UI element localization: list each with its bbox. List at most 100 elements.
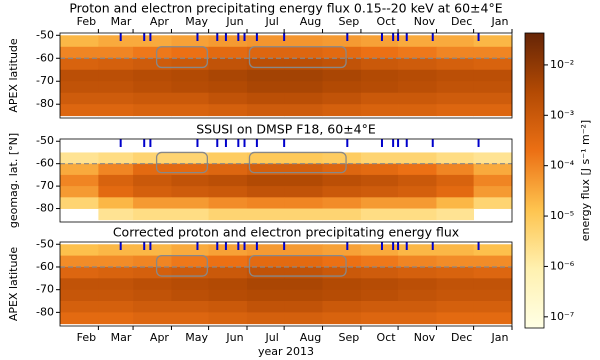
heatmap-cell	[436, 289, 475, 302]
heatmap-cell	[171, 174, 210, 187]
heatmap-cell	[473, 278, 513, 291]
heatmap-cell	[208, 255, 248, 268]
heatmap-cell	[246, 46, 285, 59]
heatmap-cell	[398, 197, 437, 209]
heatmap-cell	[284, 266, 323, 279]
heatmap-cell	[98, 58, 134, 71]
heatmap-cell	[398, 289, 437, 302]
x-tick-label: Apr	[150, 331, 170, 344]
heatmap-cell	[360, 58, 399, 71]
heatmap-cell	[398, 312, 437, 325]
heatmap-cell	[436, 301, 475, 313]
colorbar	[524, 32, 545, 329]
heatmap-cell	[436, 163, 475, 176]
heatmap-cell	[436, 244, 475, 257]
x-tick-label: Jul	[265, 15, 279, 28]
colorbar-tick-label: 10⁻⁷	[550, 310, 574, 323]
x-tick-label: Mar	[111, 331, 132, 344]
heatmap-cell	[360, 312, 399, 325]
heatmap-cell	[398, 278, 437, 291]
heatmap-cell	[133, 301, 172, 313]
heatmap-cell	[284, 104, 323, 117]
heatmap-cell	[398, 46, 437, 59]
heatmap-cell	[322, 289, 362, 302]
heatmap-cell	[473, 58, 513, 71]
heatmap-cell	[398, 255, 437, 268]
heatmap-cell	[473, 244, 513, 257]
x-tick-label: Jan	[491, 15, 509, 28]
panel-title: Proton and electron precipitating energy…	[69, 1, 502, 16]
colorbar-tick-label: 10⁻⁶	[550, 259, 575, 272]
heatmap-cell	[284, 312, 323, 325]
y-tick-label: -60	[36, 157, 54, 170]
heatmap-cell	[133, 174, 172, 187]
heatmap-cell	[436, 266, 475, 279]
x-tick-label: Oct	[377, 15, 397, 28]
heatmap-cell	[473, 35, 513, 48]
heatmap-cell	[98, 301, 134, 313]
colorbar-tick-label: 10⁻⁴	[550, 159, 575, 172]
heatmap-cell	[60, 197, 99, 209]
heatmap-cell	[436, 174, 475, 187]
heatmap-cell	[133, 81, 172, 94]
heatmap-cell	[360, 266, 399, 279]
heatmap-cell	[473, 289, 513, 302]
heatmap-cell	[171, 278, 210, 291]
heatmap-cell	[171, 35, 210, 48]
y-tick-label: -80	[36, 202, 54, 215]
heatmap-cell	[322, 186, 362, 198]
heatmap-cell	[208, 35, 248, 48]
heatmap-cell	[284, 186, 323, 198]
heatmap-cell	[322, 81, 362, 94]
heatmap-cell	[208, 81, 248, 94]
heatmap-cell	[60, 35, 99, 48]
heatmap-cell	[98, 174, 134, 187]
heatmap-cell	[360, 152, 399, 165]
y-tick-label: -60	[36, 260, 54, 273]
heatmap-cell	[360, 81, 399, 94]
heatmap-cell	[246, 186, 285, 198]
x-axis-label: year 2013	[258, 345, 314, 358]
heatmap-cell	[171, 186, 210, 198]
heatmap-cell	[322, 301, 362, 313]
heatmap-cell	[473, 81, 513, 94]
heatmap-cell	[133, 92, 172, 105]
colorbar-label: energy flux [J s⁻¹ m⁻²]	[579, 120, 592, 241]
heatmap-cell	[60, 278, 99, 291]
heatmap-cell	[398, 92, 437, 105]
y-tick-label: -70	[36, 179, 54, 192]
heatmap-cell	[473, 46, 513, 59]
heatmap-cell	[208, 266, 248, 279]
heatmap-cell	[246, 266, 285, 279]
heatmap-cell	[60, 69, 99, 82]
x-tick-label: Aug	[300, 15, 321, 28]
heatmap-cell	[246, 152, 285, 165]
y-axis-label: APEX latitude	[7, 247, 20, 322]
heatmap-cell	[171, 255, 210, 268]
heatmap-cell	[436, 92, 475, 105]
heatmap-cell	[398, 244, 437, 257]
heatmap-cell	[208, 312, 248, 325]
heatmap-cell	[208, 174, 248, 187]
x-tick-label: Sep	[339, 331, 360, 344]
heatmap-cell	[98, 208, 134, 221]
colorbar-tick-label: 10⁻⁵	[550, 209, 574, 222]
heatmap-cell	[322, 58, 362, 71]
heatmap-cell	[322, 69, 362, 82]
heatmap-cell	[284, 92, 323, 105]
heatmap-cell	[284, 35, 323, 48]
heatmap-cell	[171, 301, 210, 313]
heatmap-cell	[246, 163, 285, 176]
heatmap-cell	[98, 81, 134, 94]
heatmap-cell	[171, 92, 210, 105]
heatmap-cell	[473, 301, 513, 313]
heatmap-cell	[246, 174, 285, 187]
x-tick-label: Jan	[491, 331, 509, 344]
heatmap-cell	[60, 266, 99, 279]
heatmap-cell	[360, 35, 399, 48]
x-tick-label: Dec	[451, 15, 472, 28]
heatmap-cell	[208, 197, 248, 209]
heatmap-cell	[133, 244, 172, 257]
heatmap-cell	[398, 152, 437, 165]
heatmap-cell	[133, 255, 172, 268]
